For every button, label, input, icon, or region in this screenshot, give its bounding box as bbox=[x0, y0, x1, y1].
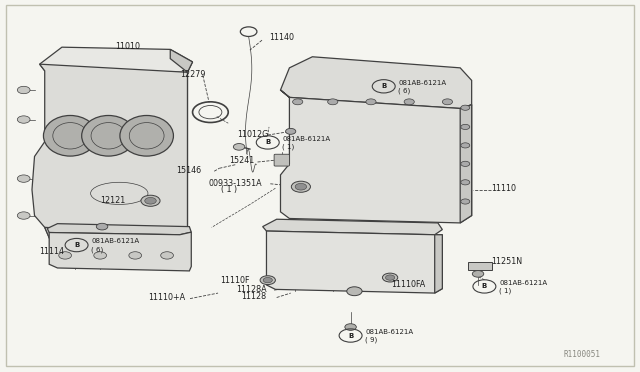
Circle shape bbox=[234, 144, 245, 150]
Polygon shape bbox=[280, 57, 472, 109]
Text: 081AB-6121A: 081AB-6121A bbox=[282, 136, 330, 142]
Polygon shape bbox=[280, 90, 472, 223]
Polygon shape bbox=[170, 49, 193, 72]
Circle shape bbox=[383, 273, 397, 282]
Circle shape bbox=[161, 252, 173, 259]
Circle shape bbox=[285, 128, 296, 134]
Text: 081AB-6121A: 081AB-6121A bbox=[398, 80, 447, 86]
Text: B: B bbox=[381, 83, 387, 89]
Circle shape bbox=[295, 183, 307, 190]
Ellipse shape bbox=[44, 115, 97, 156]
Text: 12279: 12279 bbox=[180, 70, 205, 79]
Text: ( 1): ( 1) bbox=[282, 144, 294, 150]
Text: 11128A: 11128A bbox=[236, 285, 266, 294]
Text: 15241: 15241 bbox=[230, 156, 255, 166]
Circle shape bbox=[145, 198, 156, 204]
Text: 11110+A: 11110+A bbox=[148, 293, 185, 302]
Circle shape bbox=[292, 99, 303, 105]
Text: 11110F: 11110F bbox=[221, 276, 250, 285]
Text: R1100051: R1100051 bbox=[563, 350, 600, 359]
Ellipse shape bbox=[120, 115, 173, 156]
FancyBboxPatch shape bbox=[274, 154, 289, 166]
Circle shape bbox=[17, 116, 30, 123]
Circle shape bbox=[291, 181, 310, 192]
Circle shape bbox=[461, 180, 470, 185]
Circle shape bbox=[472, 270, 484, 277]
Circle shape bbox=[260, 276, 275, 285]
Text: 11140: 11140 bbox=[269, 33, 294, 42]
Circle shape bbox=[461, 105, 470, 110]
Text: 15146: 15146 bbox=[176, 166, 201, 175]
Circle shape bbox=[129, 252, 141, 259]
Circle shape bbox=[97, 223, 108, 230]
Circle shape bbox=[347, 287, 362, 296]
Text: B: B bbox=[348, 333, 353, 339]
Text: 11110FA: 11110FA bbox=[392, 280, 426, 289]
Text: 12121: 12121 bbox=[100, 196, 125, 205]
Circle shape bbox=[366, 99, 376, 105]
Text: 11010: 11010 bbox=[115, 42, 140, 51]
Text: 00933-1351A: 00933-1351A bbox=[209, 179, 262, 187]
Circle shape bbox=[461, 143, 470, 148]
Text: ( 6): ( 6) bbox=[398, 87, 411, 94]
Text: 081AB-6121A: 081AB-6121A bbox=[499, 280, 547, 286]
Text: 11110: 11110 bbox=[491, 184, 516, 193]
Circle shape bbox=[404, 99, 414, 105]
Polygon shape bbox=[47, 224, 191, 235]
Circle shape bbox=[141, 195, 160, 206]
Polygon shape bbox=[40, 47, 193, 72]
Polygon shape bbox=[435, 235, 442, 293]
Circle shape bbox=[263, 278, 273, 283]
Circle shape bbox=[17, 175, 30, 182]
Ellipse shape bbox=[82, 115, 135, 156]
Text: 11114: 11114 bbox=[40, 247, 65, 256]
Text: B: B bbox=[482, 283, 487, 289]
FancyBboxPatch shape bbox=[468, 262, 492, 270]
Polygon shape bbox=[460, 105, 472, 223]
Polygon shape bbox=[32, 64, 188, 245]
Circle shape bbox=[461, 199, 470, 204]
Text: 081AB-6121A: 081AB-6121A bbox=[365, 329, 413, 335]
Circle shape bbox=[328, 99, 338, 105]
Text: 081AB-6121A: 081AB-6121A bbox=[92, 238, 140, 244]
Text: ( 9): ( 9) bbox=[365, 337, 378, 343]
Circle shape bbox=[385, 275, 395, 280]
Polygon shape bbox=[266, 231, 442, 293]
Circle shape bbox=[94, 252, 106, 259]
Text: 11128: 11128 bbox=[241, 292, 266, 301]
Circle shape bbox=[17, 212, 30, 219]
Text: ( 1 ): ( 1 ) bbox=[221, 185, 237, 194]
Circle shape bbox=[461, 124, 470, 129]
Polygon shape bbox=[49, 232, 191, 271]
Circle shape bbox=[17, 86, 30, 94]
Text: B: B bbox=[265, 140, 270, 145]
Text: B: B bbox=[74, 242, 79, 248]
Circle shape bbox=[442, 99, 452, 105]
Text: ( 6): ( 6) bbox=[92, 246, 104, 253]
Text: 11012G: 11012G bbox=[237, 130, 269, 139]
Circle shape bbox=[59, 252, 72, 259]
Circle shape bbox=[345, 324, 356, 330]
Polygon shape bbox=[45, 227, 188, 245]
Text: ( 1): ( 1) bbox=[499, 288, 511, 294]
Polygon shape bbox=[262, 219, 442, 235]
Text: 11251N: 11251N bbox=[491, 257, 522, 266]
Circle shape bbox=[461, 161, 470, 166]
